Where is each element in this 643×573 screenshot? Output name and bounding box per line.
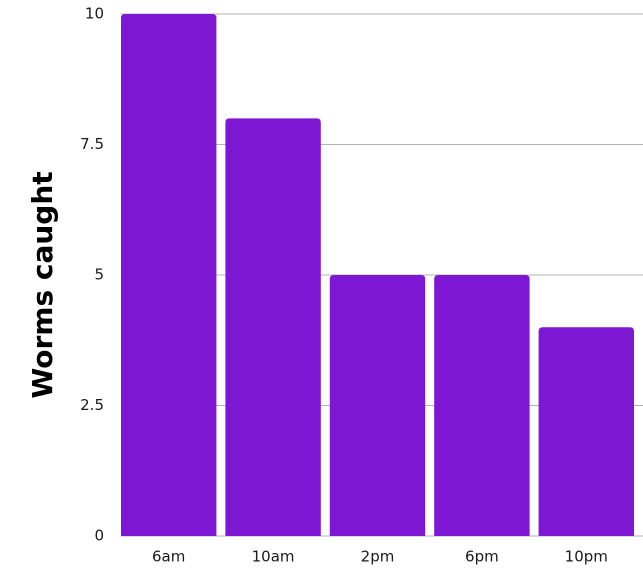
x-tick-label: 10pm — [565, 548, 608, 566]
x-axis-tick-labels: 6am 10am 2pm 6pm 10pm — [152, 548, 608, 566]
y-tick-label: 2.5 — [80, 396, 104, 414]
y-tick-label: 7.5 — [80, 135, 104, 153]
x-tick-label: 6pm — [465, 548, 499, 566]
x-tick-label: 6am — [152, 548, 185, 566]
y-tick-label: 5 — [94, 266, 104, 284]
x-tick-label: 10am — [252, 548, 295, 566]
bar-10am — [225, 118, 321, 537]
x-tick-label: 2pm — [361, 548, 395, 566]
y-tick-label: 0 — [94, 527, 104, 545]
y-axis-label: Worms caught — [26, 171, 59, 398]
bar-6pm — [434, 275, 530, 536]
bar-6am — [121, 14, 217, 536]
bar-2pm — [329, 275, 426, 536]
bar-10pm — [538, 327, 634, 536]
y-tick-label: 10 — [85, 5, 104, 23]
bars — [121, 14, 634, 537]
y-axis-tick-labels: 0 2.5 5 7.5 10 — [80, 5, 104, 545]
